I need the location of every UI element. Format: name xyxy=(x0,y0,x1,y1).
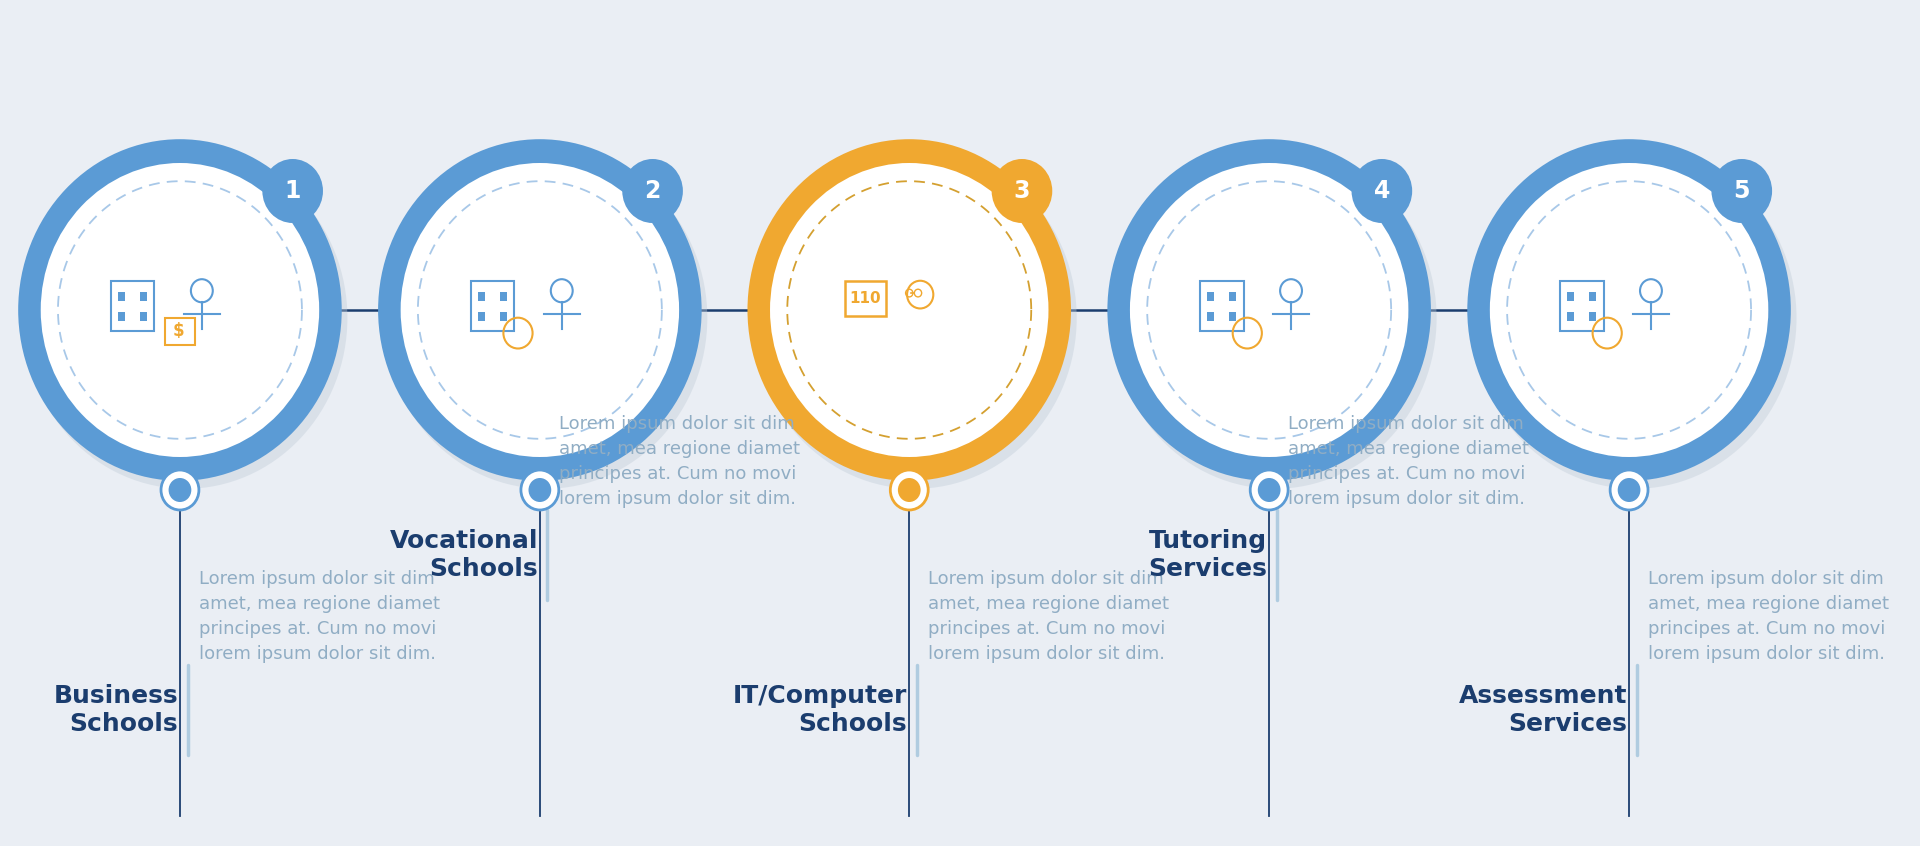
Ellipse shape xyxy=(991,159,1052,223)
Ellipse shape xyxy=(17,140,342,481)
Ellipse shape xyxy=(622,159,684,223)
Ellipse shape xyxy=(1611,470,1647,510)
Ellipse shape xyxy=(1467,140,1791,481)
Ellipse shape xyxy=(1114,147,1436,489)
Bar xyxy=(111,281,154,331)
Bar xyxy=(1200,281,1244,331)
Ellipse shape xyxy=(1352,159,1413,223)
Bar xyxy=(1208,311,1215,321)
Text: Tutoring
Services: Tutoring Services xyxy=(1148,529,1267,581)
Bar xyxy=(1559,281,1603,331)
Text: 5: 5 xyxy=(1734,179,1749,203)
Bar xyxy=(478,311,486,321)
Text: 2: 2 xyxy=(645,179,660,203)
Ellipse shape xyxy=(1131,163,1409,457)
Ellipse shape xyxy=(770,163,1048,457)
Text: $: $ xyxy=(173,321,184,340)
Bar xyxy=(1567,311,1574,321)
Text: Lorem ipsum dolor sit dim
amet, mea regione diamet
principes at. Cum no movi
lor: Lorem ipsum dolor sit dim amet, mea regi… xyxy=(1288,415,1528,508)
Bar xyxy=(117,292,125,301)
Ellipse shape xyxy=(747,140,1071,481)
Bar xyxy=(140,292,148,301)
Bar xyxy=(1590,292,1596,301)
Text: 1: 1 xyxy=(284,179,301,203)
Ellipse shape xyxy=(1619,478,1640,502)
Text: Vocational
Schools: Vocational Schools xyxy=(390,529,538,581)
Ellipse shape xyxy=(753,147,1077,489)
Ellipse shape xyxy=(23,147,348,489)
Text: Lorem ipsum dolor sit dim
amet, mea regione diamet
principes at. Cum no movi
lor: Lorem ipsum dolor sit dim amet, mea regi… xyxy=(559,415,801,508)
Text: 4: 4 xyxy=(1373,179,1390,203)
Text: Lorem ipsum dolor sit dim
amet, mea regione diamet
principes at. Cum no movi
lor: Lorem ipsum dolor sit dim amet, mea regi… xyxy=(200,570,440,663)
Text: 110: 110 xyxy=(851,291,881,306)
Ellipse shape xyxy=(1490,163,1768,457)
Ellipse shape xyxy=(378,140,701,481)
Ellipse shape xyxy=(384,147,707,489)
Ellipse shape xyxy=(528,478,551,502)
Bar xyxy=(470,281,515,331)
Bar xyxy=(478,292,486,301)
Bar xyxy=(165,318,194,344)
Ellipse shape xyxy=(1711,159,1772,223)
Ellipse shape xyxy=(899,478,920,502)
Text: Lorem ipsum dolor sit dim
amet, mea regione diamet
principes at. Cum no movi
lor: Lorem ipsum dolor sit dim amet, mea regi… xyxy=(927,570,1169,663)
Ellipse shape xyxy=(1473,147,1797,489)
Ellipse shape xyxy=(1108,140,1430,481)
Text: Business
Schools: Business Schools xyxy=(54,684,179,736)
Bar xyxy=(845,281,885,316)
Ellipse shape xyxy=(161,470,200,510)
Bar xyxy=(499,311,507,321)
Ellipse shape xyxy=(1258,478,1281,502)
Ellipse shape xyxy=(520,470,559,510)
Bar xyxy=(1229,292,1236,301)
Ellipse shape xyxy=(401,163,680,457)
Text: Assessment
Services: Assessment Services xyxy=(1459,684,1626,736)
Ellipse shape xyxy=(40,163,319,457)
Bar xyxy=(1229,311,1236,321)
Text: IT/Computer
Schools: IT/Computer Schools xyxy=(733,684,908,736)
Bar xyxy=(140,311,148,321)
Text: Lorem ipsum dolor sit dim
amet, mea regione diamet
principes at. Cum no movi
lor: Lorem ipsum dolor sit dim amet, mea regi… xyxy=(1647,570,1889,663)
Ellipse shape xyxy=(1250,470,1288,510)
Bar xyxy=(1567,292,1574,301)
Bar xyxy=(1590,311,1596,321)
Text: 3: 3 xyxy=(1014,179,1031,203)
Ellipse shape xyxy=(263,159,323,223)
Ellipse shape xyxy=(891,470,927,510)
Bar xyxy=(499,292,507,301)
Bar xyxy=(117,311,125,321)
Ellipse shape xyxy=(169,478,192,502)
Bar xyxy=(1208,292,1215,301)
